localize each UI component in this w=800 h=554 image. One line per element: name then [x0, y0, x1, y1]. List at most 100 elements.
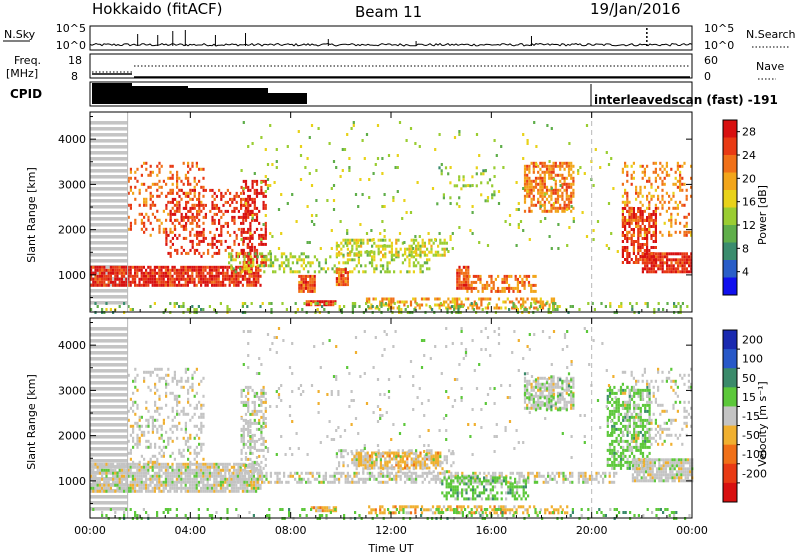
- echo-cell: [441, 471, 444, 475]
- echo-cell: [379, 238, 382, 242]
- echo-cell: [251, 421, 254, 425]
- echo-cell: [262, 191, 265, 195]
- echo-cell: [302, 280, 305, 284]
- echo-cell: [547, 474, 550, 478]
- gap-stripe: [90, 447, 128, 451]
- echo-cell: [169, 227, 172, 231]
- echo-cell: [410, 250, 413, 254]
- echo-cell: [654, 176, 657, 180]
- echo-cell: [187, 218, 190, 222]
- echo-cell: [249, 248, 252, 252]
- gap-stripe: [90, 247, 128, 251]
- echo-cell: [278, 471, 281, 475]
- echo-cell: [384, 480, 387, 484]
- echo-cell: [641, 170, 644, 174]
- echo-cell: [247, 252, 250, 256]
- echo-cell: [136, 406, 139, 410]
- echo-cell: [316, 308, 319, 311]
- echo-cell: [335, 268, 338, 272]
- echo-cell: [630, 213, 633, 216]
- echo-cell: [247, 242, 250, 246]
- echo-cell: [173, 302, 176, 305]
- nave-tick-bottom: 0: [704, 70, 711, 83]
- echo-cell: [246, 230, 249, 234]
- echo-cell: [154, 409, 157, 413]
- echo-cell: [140, 268, 143, 272]
- echo-cell: [180, 454, 183, 458]
- echo-cell: [379, 480, 382, 484]
- echo-cell: [90, 268, 93, 272]
- echo-cell: [261, 264, 264, 268]
- echo-cell: [184, 280, 187, 284]
- echo-cell: [198, 179, 201, 183]
- echo-cell: [94, 471, 97, 475]
- echo-cell: [90, 308, 93, 311]
- echo-cell: [250, 468, 253, 472]
- echo-cell: [643, 231, 646, 234]
- echo-cell: [523, 176, 527, 180]
- echo-cell: [147, 173, 150, 177]
- echo-cell: [186, 486, 189, 490]
- echo-cell: [639, 243, 642, 246]
- echo-cell: [342, 471, 345, 475]
- echo-cell: [176, 424, 179, 428]
- echo-cell: [127, 468, 130, 472]
- echo-cell: [171, 424, 174, 428]
- echo-cell: [260, 442, 263, 446]
- echo-cell: [565, 185, 568, 189]
- echo-cell: [230, 277, 233, 281]
- echo-cell: [346, 283, 349, 287]
- echo-cell: [244, 442, 248, 446]
- echo-cell: [235, 233, 238, 237]
- echo-cell: [169, 245, 172, 249]
- echo-cell: [570, 194, 573, 198]
- echo-cell: [478, 241, 481, 244]
- echo-cell: [683, 203, 686, 207]
- echo-cell: [659, 261, 662, 265]
- echo-cell: [134, 277, 137, 281]
- echo-cell: [504, 220, 507, 223]
- echo-cell: [132, 430, 135, 434]
- echo-cell: [178, 194, 181, 198]
- echo-cell: [90, 489, 93, 493]
- echo-cell: [366, 238, 369, 242]
- echo-cell: [621, 252, 624, 255]
- echo-cell: [543, 185, 546, 189]
- echo-cell: [315, 199, 318, 202]
- echo-cell: [189, 280, 192, 284]
- echo-cell: [287, 261, 290, 265]
- echo-cell: [202, 442, 205, 446]
- echo-cell: [448, 474, 451, 478]
- echo-cell: [230, 465, 233, 469]
- echo-cell: [249, 260, 252, 264]
- echo-cell: [250, 264, 253, 268]
- echo-cell: [568, 142, 571, 145]
- echo-cell: [371, 261, 374, 265]
- echo-cell: [235, 191, 238, 195]
- echo-cell: [381, 220, 384, 223]
- echo-cell: [204, 483, 207, 487]
- echo-cell: [526, 179, 529, 183]
- echo-cell: [679, 173, 682, 177]
- echo-cell: [138, 268, 141, 272]
- gap-stripe: [90, 223, 128, 227]
- echo-cell: [570, 191, 573, 195]
- echo-cell: [156, 209, 159, 213]
- echo-cell: [260, 424, 263, 428]
- echo-cell: [397, 454, 400, 458]
- echo-cell: [498, 474, 501, 478]
- echo-cell: [361, 193, 364, 196]
- echo-cell: [242, 239, 245, 243]
- echo-cell: [572, 179, 575, 183]
- echo-cell: [346, 258, 349, 262]
- echo-cell: [654, 240, 657, 243]
- echo-cell: [415, 302, 418, 305]
- echo-cell: [103, 486, 106, 490]
- echo-cell: [186, 477, 189, 481]
- echo-cell: [103, 268, 106, 272]
- echo-cell: [167, 233, 170, 237]
- echo-cell: [197, 483, 200, 487]
- echo-cell: [244, 277, 247, 281]
- echo-cell: [191, 305, 194, 308]
- echo-cell: [180, 283, 183, 287]
